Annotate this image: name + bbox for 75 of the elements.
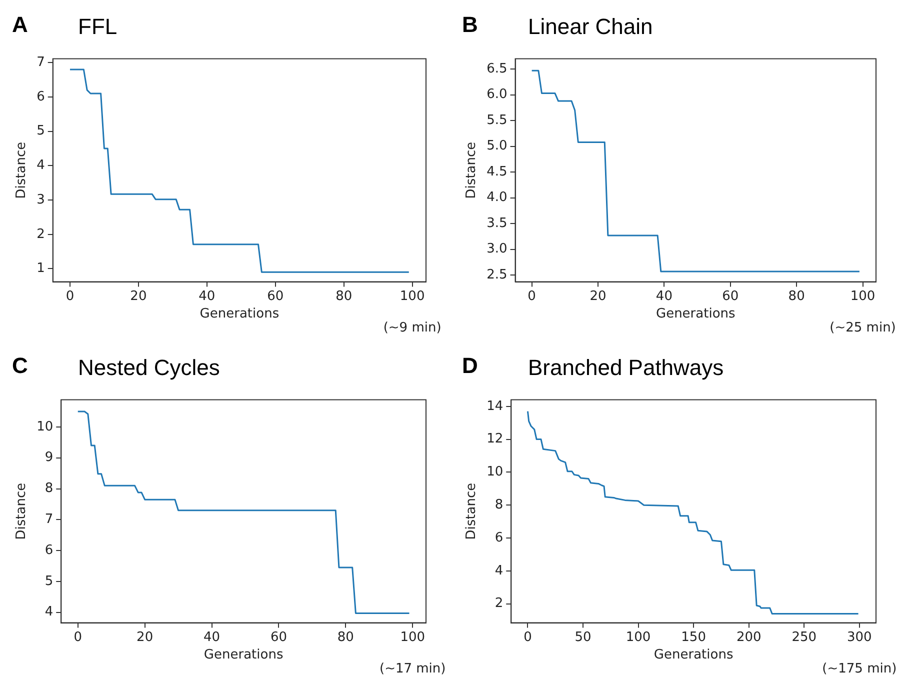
chart-title: Nested Cycles — [78, 355, 220, 381]
y-tick-label: 6 — [36, 89, 45, 104]
y-tick-label: 4.5 — [486, 164, 508, 180]
chart-title: Linear Chain — [528, 14, 653, 40]
x-tick-label: 200 — [736, 630, 762, 645]
text: (~17 min) — [379, 662, 446, 677]
x-tick-label: 40 — [656, 288, 672, 304]
x-tick-label: 250 — [792, 630, 817, 645]
x-tick-label: 80 — [337, 630, 354, 645]
y-tick-label: 7 — [36, 54, 45, 70]
x-tick-label: 0 — [528, 288, 536, 304]
y-tick-label: 5 — [36, 124, 45, 139]
x-tick-label: 100 — [400, 288, 425, 304]
text: (~25 min) — [830, 320, 896, 336]
y-tick-label: 1 — [36, 261, 45, 276]
y-axis-title: Distance — [464, 482, 480, 540]
y-tick-label: 2 — [36, 226, 45, 242]
x-tick-label: 100 — [626, 630, 651, 645]
y-axis-title: Distance — [464, 142, 480, 199]
x-axis-title: Generations — [200, 306, 280, 322]
x-tick-label: 20 — [136, 630, 154, 645]
x-tick-label: 150 — [681, 630, 706, 645]
y-tick-label: 3 — [36, 192, 45, 208]
x-tick-label: 0 — [524, 630, 532, 645]
x-tick-label: 100 — [850, 288, 876, 304]
text: D — [462, 353, 478, 379]
y-tick-label: 9 — [44, 450, 54, 466]
x-axis-title: Generations — [656, 306, 736, 322]
y-tick-label: 10 — [486, 464, 504, 480]
y-tick-label: 4.0 — [486, 190, 508, 206]
chart-title: FFL — [78, 14, 118, 40]
y-tick-label: 8 — [44, 481, 54, 496]
x-tick-label: 50 — [574, 630, 592, 645]
x-tick-label: 60 — [267, 288, 284, 304]
y-tick-label: 5 — [44, 574, 54, 589]
x-tick-label: 80 — [336, 288, 352, 304]
x-tick-label: 40 — [198, 288, 216, 304]
y-tick-label: 5.0 — [486, 138, 508, 154]
x-tick-label: 20 — [590, 288, 606, 304]
y-tick-label: 6.5 — [486, 61, 508, 76]
y-tick-label: 6.0 — [486, 87, 508, 102]
y-axis-title: Distance — [14, 142, 30, 199]
y-tick-label: 3.0 — [486, 242, 508, 257]
text: C — [12, 353, 28, 379]
text: (~9 min) — [383, 320, 442, 336]
y-tick-label: 14 — [486, 398, 504, 414]
y-tick-label: 12 — [486, 432, 504, 447]
y-tick-label: 2.5 — [486, 267, 508, 282]
text: (~175 min) — [822, 662, 897, 677]
y-tick-label: 4 — [36, 158, 45, 174]
y-tick-label: 3.5 — [486, 216, 508, 231]
x-tick-label: 300 — [847, 630, 872, 645]
y-tick-label: 5.5 — [486, 112, 508, 128]
x-tick-label: 0 — [74, 630, 82, 645]
x-tick-label: 60 — [722, 288, 739, 304]
x-tick-label: 40 — [204, 630, 220, 645]
y-tick-label: 2 — [494, 596, 504, 612]
y-tick-label: 8 — [494, 498, 504, 513]
text: A — [12, 12, 28, 38]
x-axis-title: Generations — [654, 648, 734, 663]
x-axis-title: Generations — [204, 648, 284, 663]
x-tick-label: 20 — [130, 288, 147, 304]
y-tick-label: 7 — [44, 512, 54, 528]
y-tick-label: 4 — [494, 563, 504, 578]
y-axis-title: Distance — [14, 482, 30, 540]
x-tick-label: 0 — [66, 288, 74, 304]
y-tick-label: 10 — [36, 419, 54, 434]
x-tick-label: 60 — [270, 630, 287, 645]
text: B — [462, 12, 478, 38]
x-tick-label: 80 — [788, 288, 805, 304]
x-tick-label: 100 — [400, 630, 426, 645]
chart-title: Branched Pathways — [528, 355, 724, 381]
y-tick-label: 6 — [494, 530, 504, 546]
y-tick-label: 6 — [44, 542, 54, 558]
y-tick-label: 4 — [44, 604, 54, 620]
